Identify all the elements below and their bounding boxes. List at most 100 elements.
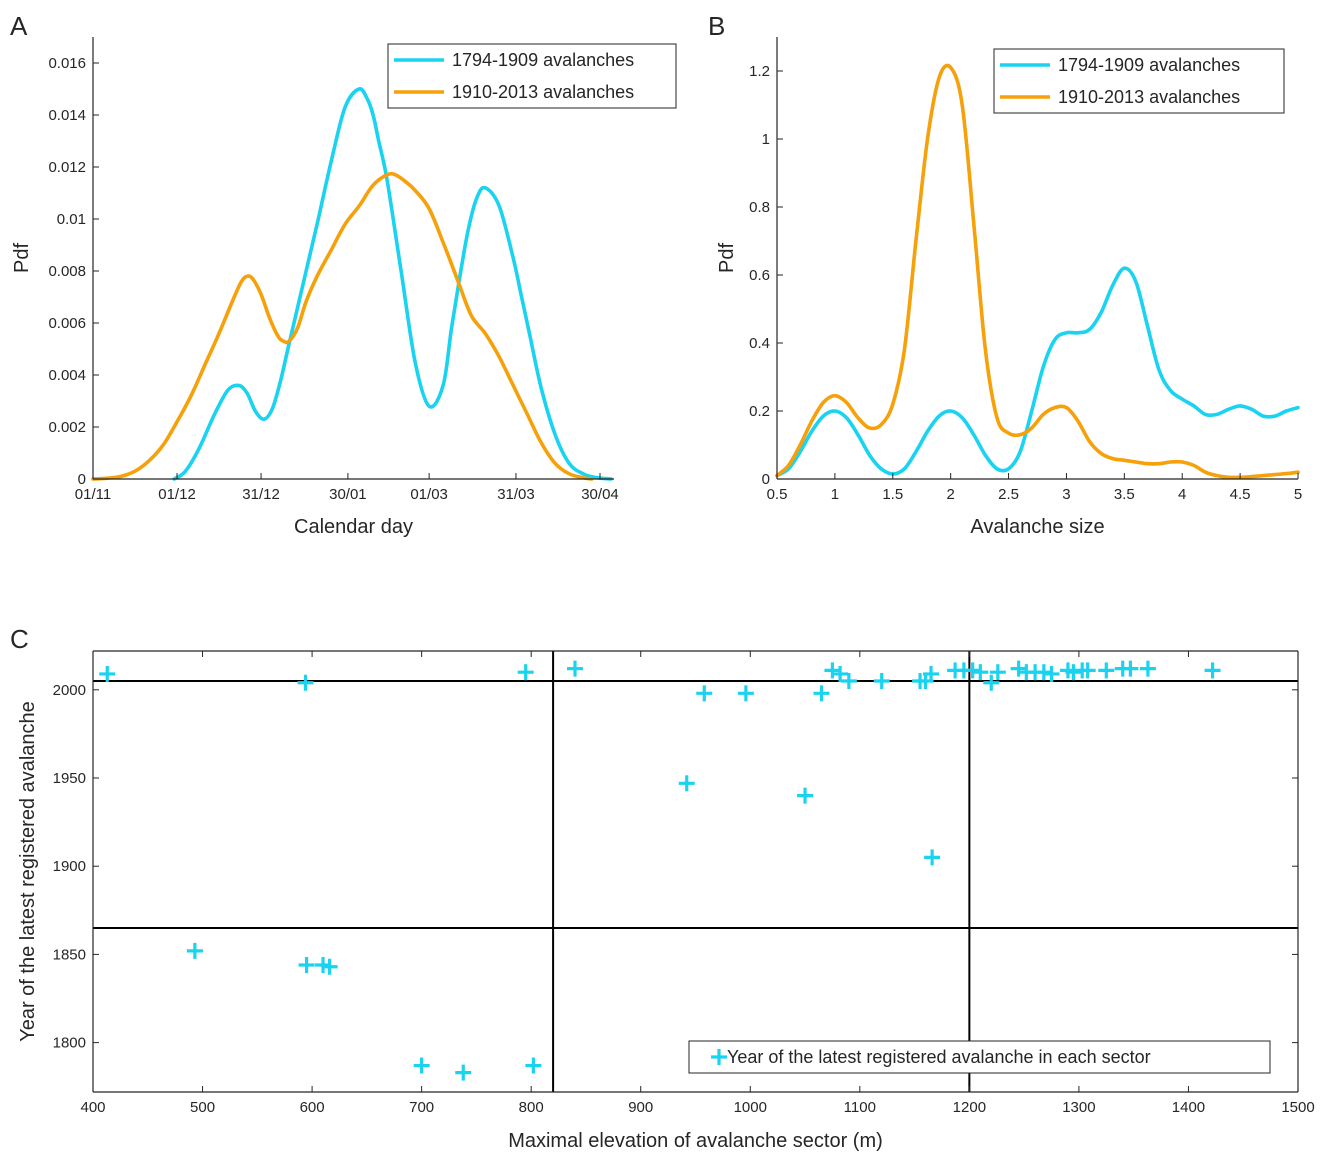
scatter-point xyxy=(1043,665,1060,682)
x-tick-label: 1100 xyxy=(844,1099,876,1116)
y-axis-label: Pdf xyxy=(716,243,738,273)
scatter-point xyxy=(1204,662,1221,679)
scatter-point xyxy=(1035,664,1052,681)
x-tick-label: 0.5 xyxy=(767,486,788,503)
scatter-point xyxy=(813,685,830,702)
scatter-point xyxy=(186,942,203,959)
scatter-point xyxy=(1065,664,1082,681)
scatter-point xyxy=(824,662,841,679)
panel-letter-b: B xyxy=(708,11,725,41)
y-tick-label: 1.2 xyxy=(749,63,770,80)
scatter-point xyxy=(924,849,941,866)
legend-entry-label: Year of the latest registered avalanche … xyxy=(727,1047,1151,1067)
panel-letter-a: A xyxy=(10,11,28,41)
x-tick-label: 01/03 xyxy=(410,486,448,503)
legend-box xyxy=(993,48,1285,114)
series-line-1 xyxy=(775,266,1300,478)
y-tick-label: 0.4 xyxy=(749,335,770,352)
scatter-point xyxy=(1010,660,1027,677)
x-tick-label: 900 xyxy=(628,1099,653,1116)
scatter-point xyxy=(517,664,534,681)
series-line-1 xyxy=(172,87,613,481)
scatter-point xyxy=(832,665,849,682)
x-tick-label: 600 xyxy=(300,1099,325,1116)
scatter-point xyxy=(525,1057,542,1074)
y-tick-label: 0.8 xyxy=(749,199,770,216)
y-tick-label: 0.004 xyxy=(48,367,86,384)
scatter-point xyxy=(983,674,1000,691)
scatter-point xyxy=(1098,662,1115,679)
legend-box xyxy=(688,1040,1271,1074)
legend: 1794-1909 avalanches 1910-2013 avalanches xyxy=(993,48,1285,114)
x-tick-label: 01/12 xyxy=(158,486,196,503)
x-axis-label: Avalanche size xyxy=(970,516,1104,538)
scatter-point xyxy=(413,1057,430,1074)
x-tick-label: 4 xyxy=(1178,486,1186,503)
y-tick-label: 1 xyxy=(762,131,770,148)
y-tick-label: 1850 xyxy=(53,946,86,963)
x-tick-label: 5 xyxy=(1294,486,1302,503)
y-tick-label: 0 xyxy=(78,471,86,488)
scatter-point xyxy=(321,958,338,975)
legend-entry-label: 1794-1909 avalanches xyxy=(1058,55,1240,75)
x-tick-label: 2.5 xyxy=(998,486,1019,503)
scatter-point xyxy=(696,685,713,702)
legend-entry-label: 1910-2013 avalanches xyxy=(1058,87,1240,107)
x-tick-label: 400 xyxy=(80,1099,105,1116)
x-axis-label: Calendar day xyxy=(294,516,413,538)
x-tick-label: 4.5 xyxy=(1230,486,1251,503)
scatter-point xyxy=(923,665,940,682)
scatter-point xyxy=(797,787,814,804)
x-tick-label: 01/11 xyxy=(75,486,111,503)
x-tick-label: 30/04 xyxy=(581,486,619,503)
scatter-point xyxy=(873,672,890,689)
x-tick-label: 1000 xyxy=(734,1099,767,1116)
y-tick-label: 0.01 xyxy=(57,211,86,228)
y-tick-label: 0.002 xyxy=(48,419,86,436)
x-tick-label: 800 xyxy=(519,1099,544,1116)
x-tick-label: 3 xyxy=(1062,486,1070,503)
legend-entry-label: 1794-1909 avalanches xyxy=(452,50,634,70)
panel-b-chart: 0.5 1 1.5 2 2.5 3 3.5 4 4.5 5 0 0.2 0.4 0.6 0.8 1 1.2 Ava… xyxy=(716,37,1302,538)
y-tick-label: 0.008 xyxy=(48,263,86,280)
x-tick-label: 1200 xyxy=(953,1099,986,1116)
x-tick-label: 3.5 xyxy=(1114,486,1135,503)
scatter-point xyxy=(567,660,583,677)
x-tick-label: 2 xyxy=(946,486,954,503)
scatter-point xyxy=(678,775,695,792)
legend: Year of the latest registered avalanche … xyxy=(688,1040,1271,1074)
y-tick-label: 0 xyxy=(762,471,770,488)
x-tick-label: 31/03 xyxy=(497,486,535,503)
series-line-2 xyxy=(91,171,594,481)
x-tick-label: 1400 xyxy=(1172,1099,1205,1116)
scatter-point xyxy=(297,674,314,691)
x-tick-label: 1500 xyxy=(1281,1099,1314,1116)
legend-box xyxy=(387,43,677,109)
x-tick-label: 30/01 xyxy=(329,486,367,503)
scatter-point xyxy=(1079,662,1096,679)
y-tick-label: 1900 xyxy=(53,858,86,875)
scatter-point xyxy=(1139,660,1156,677)
y-tick-label: 0.2 xyxy=(749,403,770,420)
y-tick-label: 0.014 xyxy=(48,107,86,124)
x-tick-label: 1300 xyxy=(1062,1099,1095,1116)
x-tick-label: 700 xyxy=(409,1099,434,1116)
x-tick-label: 1.5 xyxy=(882,486,903,503)
x-tick-label: 31/12 xyxy=(242,486,280,503)
panel-a-chart: 01/11 01/12 31/12 30/01 01/03 31/03 30/04 0 0.00… xyxy=(11,37,677,538)
y-tick-label: 0.016 xyxy=(48,55,86,72)
x-tick-label: 1 xyxy=(831,486,839,503)
y-tick-label: 1950 xyxy=(53,770,86,787)
scatter-point xyxy=(972,664,989,681)
scatter-point xyxy=(964,662,981,679)
scatter-point xyxy=(455,1064,472,1081)
scatter-point xyxy=(840,672,857,689)
scatter-point xyxy=(1122,660,1139,677)
y-tick-label: 0.012 xyxy=(48,159,86,176)
x-tick-label: 500 xyxy=(190,1099,215,1116)
y-axis-label: Pdf xyxy=(11,243,33,273)
x-axis-label: Maximal elevation of avalanche sector (m… xyxy=(508,1130,883,1152)
y-tick-label: 0.006 xyxy=(48,315,86,332)
